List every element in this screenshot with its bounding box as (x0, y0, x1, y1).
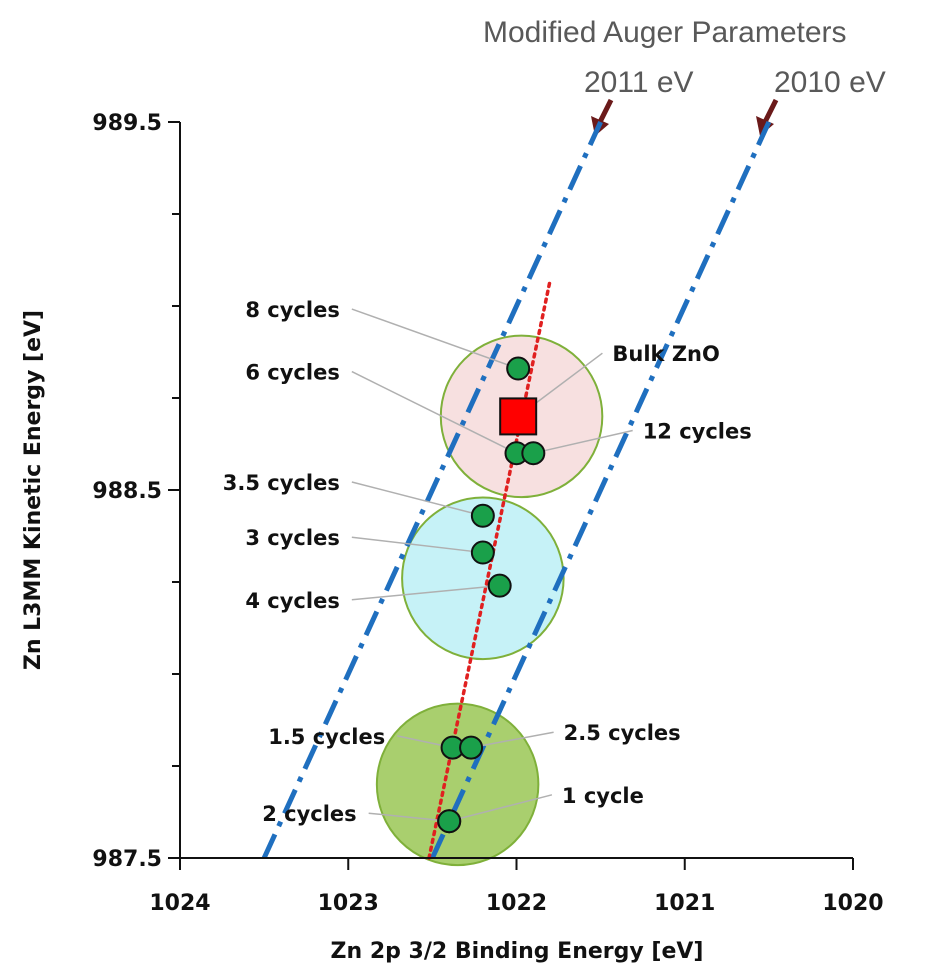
annotation-label: 6 cycles (245, 361, 339, 385)
x-tick-label: 1022 (486, 891, 547, 916)
header-title: Modified Auger Parameters (483, 16, 847, 49)
reference-lines (261, 120, 772, 860)
data-point-square (499, 397, 538, 436)
leader-line (351, 536, 483, 554)
leader-line (470, 731, 554, 749)
leader-line (351, 584, 500, 601)
annotation-label: 4 cycles (245, 589, 339, 613)
y-axis-title: Zn L3MM Kinetic Energy [eV] (21, 310, 46, 670)
x-tick-label: 1020 (822, 891, 883, 916)
data-point (487, 573, 512, 598)
annotation-labels: 8 cycles Bulk ZnO 6 cycles 12 cycles 3.5 cyc… (223, 298, 752, 826)
y-tick-label: 988.5 (92, 479, 162, 504)
x-ticks: 1024 1023 1022 1021 1020 (149, 858, 884, 916)
leader-line (351, 370, 517, 454)
leader-line (351, 308, 519, 370)
trend-dotted-line (427, 278, 552, 860)
annotation-label: 3 cycles (245, 526, 339, 550)
leader-line (368, 812, 450, 822)
group-circle-3 (375, 702, 540, 867)
leader-line (449, 794, 553, 822)
x-tick-label: 1023 (318, 891, 379, 916)
annotation-label: Bulk ZnO (612, 342, 719, 366)
data-point (459, 735, 484, 760)
reference-line-2010-eV (430, 120, 772, 860)
group-circle-2 (401, 496, 565, 661)
annotation-label: 1 cycle (562, 784, 644, 808)
annotation-label: 8 cycles (245, 298, 339, 322)
trend-line (427, 278, 552, 860)
x-tick-label: 1021 (654, 891, 715, 916)
header-label-2010: 2010 eV (774, 66, 886, 99)
x-axis-title: Zn 2p 3/2 Binding Energy [eV] (331, 939, 704, 964)
header-label-2011: 2011 eV (584, 66, 694, 99)
x-tick-label: 1024 (149, 891, 210, 916)
y-tick-label: 989.5 (92, 111, 162, 136)
reference-line-2011-eV (261, 120, 603, 860)
y-ticks: 987.5 988.5 989.5 (92, 111, 180, 872)
annotation-label: 3.5 cycles (223, 471, 340, 495)
annotation-label: 1.5 cycles (268, 725, 385, 749)
annotation-leaders (351, 308, 633, 822)
y-tick-label: 987.5 (92, 847, 162, 872)
data-point (437, 809, 462, 834)
annotation-label: 2.5 cycles (564, 721, 681, 745)
annotation-label: 12 cycles (643, 419, 752, 443)
data-points (437, 356, 546, 834)
data-point (470, 503, 495, 528)
data-point (506, 356, 531, 381)
leader-line (533, 429, 633, 454)
annotation-label: 2 cycles (262, 802, 356, 826)
data-point (470, 540, 495, 565)
data-point (521, 441, 546, 466)
leader-line (351, 481, 484, 517)
